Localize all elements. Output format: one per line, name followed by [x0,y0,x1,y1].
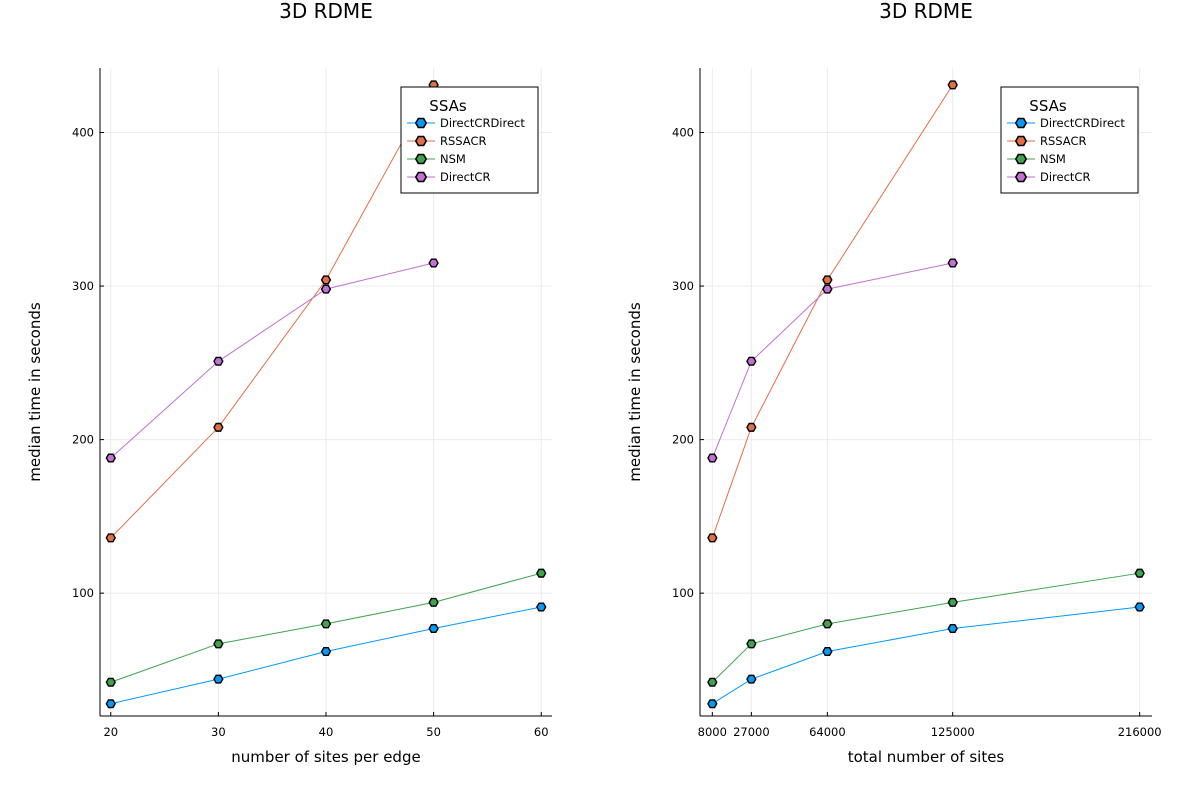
chart-left: 20 30 40 50 60 100 200 300 400 3D RDME number of s… [26,0,552,766]
x-tick-label: 27000 [733,725,770,739]
x-tick-label: 216000 [1118,725,1162,739]
legend-label: DirectCR [440,170,490,184]
series-line [712,606,1140,705]
x-tick-label: 125000 [931,725,975,739]
data-point [320,275,332,285]
legend-marker [414,171,428,183]
data-point [105,533,116,543]
data-point [428,623,439,633]
y-tick-label: 100 [72,586,94,600]
legend-marker [414,153,428,165]
data-point [707,533,718,543]
data-point [320,647,332,657]
y-tick-label: 400 [72,125,94,139]
series-NSM [105,568,547,687]
legend-title: SSAs [1029,97,1067,115]
legend-marker [414,135,428,147]
series-RSSACR [707,80,958,543]
y-tick-label: 300 [72,279,94,293]
data-point [213,639,224,649]
legend-label: DirectCRDirect [440,116,525,130]
data-point [105,453,116,463]
data-point [105,677,116,687]
data-point [746,356,757,366]
data-point [1134,602,1145,612]
chart-right: 8000 27000 64000 125000 216000 100 200 300 400 3D… [626,0,1162,766]
x-axis-label: number of sites per edge [231,748,420,766]
data-point [1134,568,1145,578]
data-point [822,647,833,657]
data-point [746,639,757,649]
series-RSSACR [105,80,439,543]
data-point [707,453,718,463]
legend-title: SSAs [429,97,467,115]
series-DirectCRDirect [105,602,547,709]
series-NSM [707,568,1145,687]
legend-marker [414,117,428,129]
data-point [320,619,332,629]
data-point [947,258,958,268]
legend-label: NSM [1040,152,1066,166]
legend-label: RSSACR [1040,134,1087,148]
legend-label: DirectCR [1040,170,1090,184]
data-point [213,674,224,684]
y-tick-label: 100 [672,586,694,600]
data-point [428,258,439,268]
legend-label: NSM [440,152,466,166]
legend-marker [1014,117,1028,129]
x-tick-label: 30 [211,725,226,739]
legend-label: DirectCRDirect [1040,116,1125,130]
y-tick-label: 200 [72,433,94,447]
chart-title: 3D RDME [279,0,373,23]
legend-marker [1014,135,1028,147]
x-tick-label: 50 [426,725,441,739]
x-axis-label: total number of sites [848,748,1005,766]
series-DirectCR [105,258,439,463]
data-point [707,699,718,709]
data-point [707,677,718,687]
x-tick-label: 20 [103,725,118,739]
data-point [947,623,958,633]
x-tick-label: 64000 [809,725,846,739]
data-point [746,674,757,684]
series-line [711,84,954,539]
data-point [536,568,547,578]
series-line [110,84,435,539]
data-point [213,356,224,366]
data-point [105,699,116,709]
legend-label: RSSACR [440,134,487,148]
grid [700,68,1152,716]
series-DirectCRDirect [707,602,1145,709]
y-tick-label: 300 [672,279,694,293]
data-point [536,602,547,612]
data-point [822,275,833,285]
y-tick-label: 400 [672,125,694,139]
data-point [822,284,833,294]
y-axis-label: median time in seconds [26,302,44,482]
y-axis-label: median time in seconds [626,302,644,482]
y-tick-label: 200 [672,433,694,447]
x-tick-label: 40 [319,725,334,739]
chart-title: 3D RDME [879,0,973,23]
x-tick-label: 8000 [698,725,727,739]
data-point [947,80,958,90]
x-tick-label: 60 [534,725,549,739]
series-line [711,572,1140,683]
data-point [947,597,958,607]
legend-marker [1014,171,1028,183]
data-point [822,619,833,629]
series-DirectCR [707,258,958,463]
series-line [711,262,953,459]
legend-marker [1014,153,1028,165]
data-point [213,422,224,432]
data-point [320,284,332,294]
series-line [110,262,434,459]
data-point [746,422,757,432]
data-point [428,597,439,607]
